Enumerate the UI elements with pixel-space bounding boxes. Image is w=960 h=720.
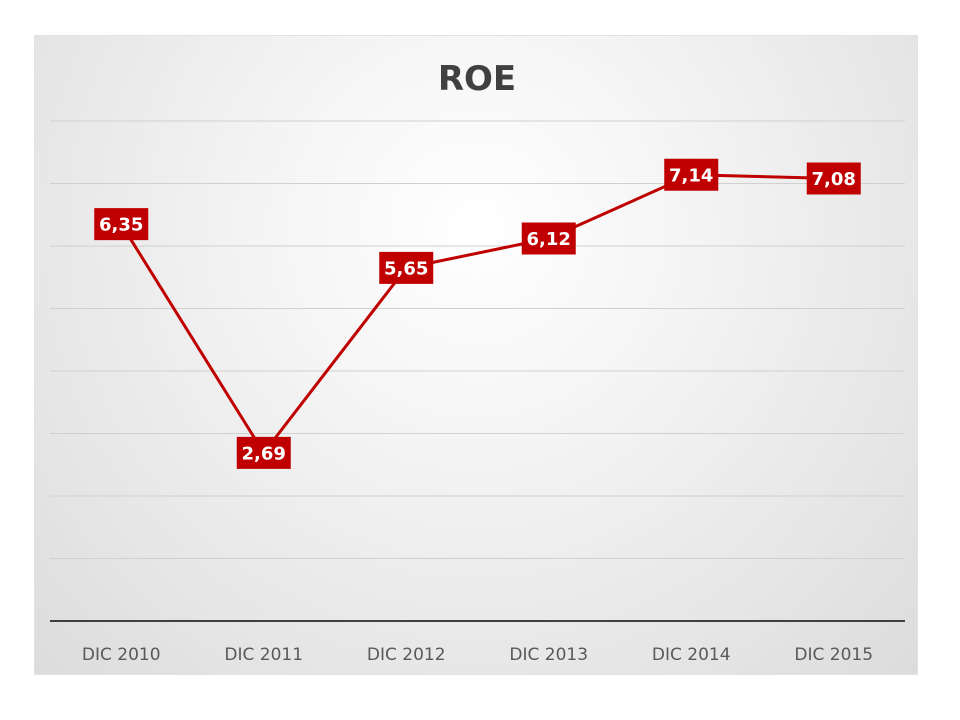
series-line — [119, 173, 834, 455]
x-tick-label: DIC 2010 — [82, 645, 161, 665]
series-roe — [119, 173, 836, 455]
x-tick-label: DIC 2013 — [509, 645, 588, 665]
data-label-text: 6,35 — [99, 215, 143, 236]
data-label-box — [94, 208, 149, 241]
data-label-text: 2,69 — [242, 443, 286, 464]
gridlines — [50, 120, 905, 559]
chart-panel: ROE DIC 2010 DIC 2011 DIC 2012 DIC 2013 DIC … — [34, 35, 918, 675]
data-labels: 6,35 2,69 5,65 6,12 7,14 7,08 — [94, 158, 861, 469]
data-label-box — [236, 436, 291, 469]
data-label: 6,12 — [521, 222, 576, 255]
data-label-box — [664, 158, 719, 191]
x-tick-label: DIC 2015 — [794, 645, 873, 665]
data-label: 5,65 — [379, 251, 434, 284]
chart-title: ROE — [438, 59, 516, 99]
x-tick-label: DIC 2012 — [367, 645, 446, 665]
x-tick-label: DIC 2014 — [652, 645, 731, 665]
data-label: 6,35 — [94, 208, 149, 241]
data-label-text: 6,12 — [527, 229, 571, 250]
data-label-box — [521, 222, 576, 255]
data-label-text: 5,65 — [384, 258, 428, 279]
data-label-box — [379, 251, 434, 284]
line-chart: ROE DIC 2010 DIC 2011 DIC 2012 DIC 2013 DIC … — [50, 59, 905, 665]
data-label-text: 7,08 — [812, 169, 856, 190]
data-label: 2,69 — [236, 436, 291, 469]
data-label-text: 7,14 — [669, 165, 713, 186]
data-label: 7,08 — [806, 162, 861, 195]
x-tick-label: DIC 2011 — [224, 645, 303, 665]
x-tick-labels: DIC 2010 DIC 2011 DIC 2012 DIC 2013 DIC 2014… — [82, 645, 873, 665]
data-label: 7,14 — [664, 158, 719, 191]
data-label-box — [806, 162, 861, 195]
